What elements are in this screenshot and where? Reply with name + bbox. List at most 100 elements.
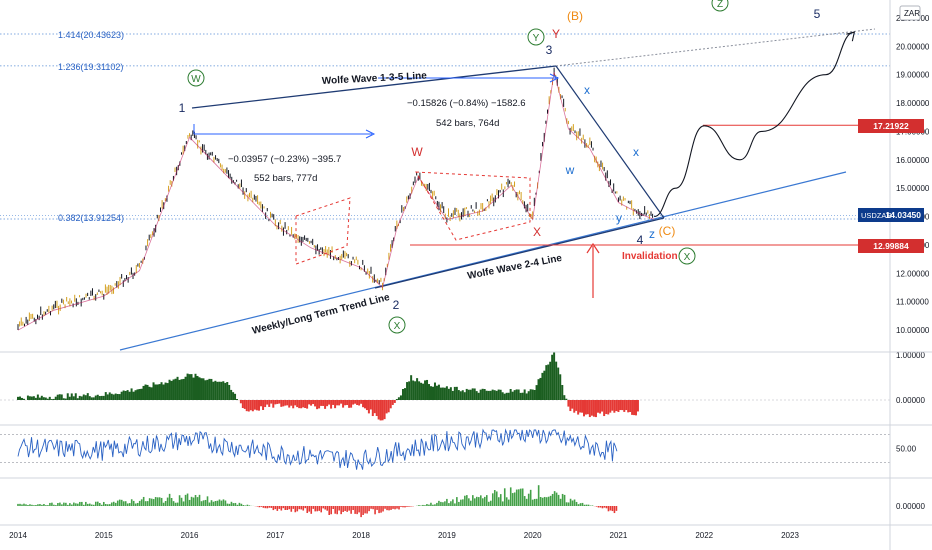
y-tick-label: 16.00000 xyxy=(896,156,930,165)
y-tick-label: 20.00000 xyxy=(896,42,930,51)
y-tick-label: 12.00000 xyxy=(896,269,930,278)
y-tick-label: 0.00000 xyxy=(896,502,925,511)
wave-label-text: z xyxy=(649,227,655,241)
wave-label-circle xyxy=(187,69,205,87)
wave-label: Z xyxy=(711,0,729,12)
wave-label: Y xyxy=(527,28,545,46)
price-tag-current-bg xyxy=(858,208,924,222)
wave-label-text: (C) xyxy=(659,224,676,238)
y-tick-label: 18.00000 xyxy=(896,99,930,108)
y-tick-label: 10.00000 xyxy=(896,326,930,335)
long-term-label: Weekly/Long Term Trend Line xyxy=(251,292,391,337)
wolfe-135-extension xyxy=(555,28,876,67)
x-tick-label: 2023 xyxy=(781,531,799,540)
wave-label: 1 xyxy=(179,101,186,115)
x-tick-label: 2016 xyxy=(181,531,199,540)
wave-label-text: 2 xyxy=(393,298,400,312)
x-tick-label: 2017 xyxy=(266,531,284,540)
price-tag-lower: 12.99884 xyxy=(873,241,909,251)
measure2-line2: 542 bars, 764d xyxy=(436,118,499,129)
currency-button[interactable] xyxy=(899,5,921,21)
x-tick-label: 2019 xyxy=(438,531,456,540)
measure1-line1: −0.03957 (−0.23%) −395.7 xyxy=(228,154,341,165)
wave-label: 5 xyxy=(814,7,821,21)
wave-label: z xyxy=(649,227,655,241)
wave-4-target-line xyxy=(555,65,665,219)
currency-button-label: ZAR xyxy=(904,9,920,18)
wave-label: (C) xyxy=(659,224,676,238)
wave-label-text: X xyxy=(684,252,691,263)
fib-label-1414: 1.414(20.43623) xyxy=(58,30,124,40)
invalidation-label: Invalidation xyxy=(622,251,678,262)
x-tick-label: 2021 xyxy=(610,531,628,540)
oscillator-panel: 1.00000 0.00000 xyxy=(0,351,925,421)
price-tag-upper-bg xyxy=(858,119,924,133)
y-tick-label: 1.00000 xyxy=(896,351,925,360)
wave-label: x xyxy=(633,145,639,159)
wave-label-text: Z xyxy=(717,0,723,10)
wave-label: 2 xyxy=(393,298,400,312)
wave-label: Y xyxy=(552,27,560,41)
wave-label-text: X xyxy=(533,225,541,239)
wolfe-24-line xyxy=(374,217,665,289)
y-tick-label: 15.00000 xyxy=(896,184,930,193)
wave-label-text: 3 xyxy=(546,43,553,57)
wave-label-text: 1 xyxy=(179,101,186,115)
x-tick-label: 2018 xyxy=(352,531,370,540)
wave-label-text: 4 xyxy=(637,233,644,247)
wave-label: w xyxy=(565,163,575,177)
wave-label-text: w xyxy=(565,163,575,177)
wave-label-text: X xyxy=(394,321,401,332)
projection-arrowhead xyxy=(846,31,856,42)
rsi-panel: 50.00 xyxy=(0,428,917,470)
y-tick-label: 19.00000 xyxy=(896,71,930,80)
wave-label: X xyxy=(533,225,541,239)
wave-label-text: Y xyxy=(533,33,540,44)
wave-label: W xyxy=(411,145,423,159)
x-tick-label: 2020 xyxy=(524,531,542,540)
price-tag-current: 14.03450 xyxy=(886,210,922,220)
wave-label-circle xyxy=(527,28,545,46)
wave-label-circle xyxy=(388,316,406,334)
moving-average xyxy=(17,71,655,331)
wolfe-135-label: Wolfe Wave 1-3-5 Line xyxy=(322,70,428,87)
measure1-line2: 552 bars, 777d xyxy=(254,173,317,184)
wave-label-text: W xyxy=(191,74,201,85)
wave-label-text: x xyxy=(584,83,590,97)
rsi-line xyxy=(17,428,618,470)
price-tag-upper: 17.21922 xyxy=(873,121,909,131)
price-candles xyxy=(17,67,654,331)
wave-label-text: (B) xyxy=(567,9,583,23)
price-panel[interactable] xyxy=(0,28,890,351)
wave-label-circle xyxy=(711,0,729,12)
y-tick-label: 11.00000 xyxy=(896,298,929,307)
wolfe-24-label: Wolfe Wave 2-4 Line xyxy=(466,253,563,282)
wave-label: 3 xyxy=(546,43,553,57)
projection-path xyxy=(654,31,855,218)
x-tick-label: 2014 xyxy=(9,531,27,540)
wave-label-text: Y xyxy=(552,27,560,41)
x-tick-label: 2022 xyxy=(695,531,713,540)
wave-label-text: y xyxy=(616,211,622,225)
wave-label-text: 5 xyxy=(814,7,821,21)
fib-label-0382: 0.382(13.91254) xyxy=(58,213,124,223)
dashed-triangle xyxy=(295,197,351,265)
wave-label: (B) xyxy=(567,9,583,23)
wave-label-circle xyxy=(678,247,696,265)
wave-label-text: x xyxy=(633,145,639,159)
price-tag-lower-bg xyxy=(858,239,924,253)
invalidation-arrowhead xyxy=(586,242,600,254)
symbol-tag: USDZAR xyxy=(861,211,892,220)
y-tick-label: 50.00 xyxy=(896,445,917,454)
x-tick-label: 2015 xyxy=(95,531,113,540)
wave-label: X xyxy=(388,316,406,334)
wave-label: 4 xyxy=(637,233,644,247)
measure-arrowhead xyxy=(365,129,376,139)
histogram-panel: 0.00000 xyxy=(17,485,925,518)
fib-label-1236: 1.236(19.31102) xyxy=(58,62,123,72)
measure-arrowhead xyxy=(549,73,560,83)
wolfe-135-line xyxy=(191,65,557,109)
wave-label-text: W xyxy=(411,145,423,159)
